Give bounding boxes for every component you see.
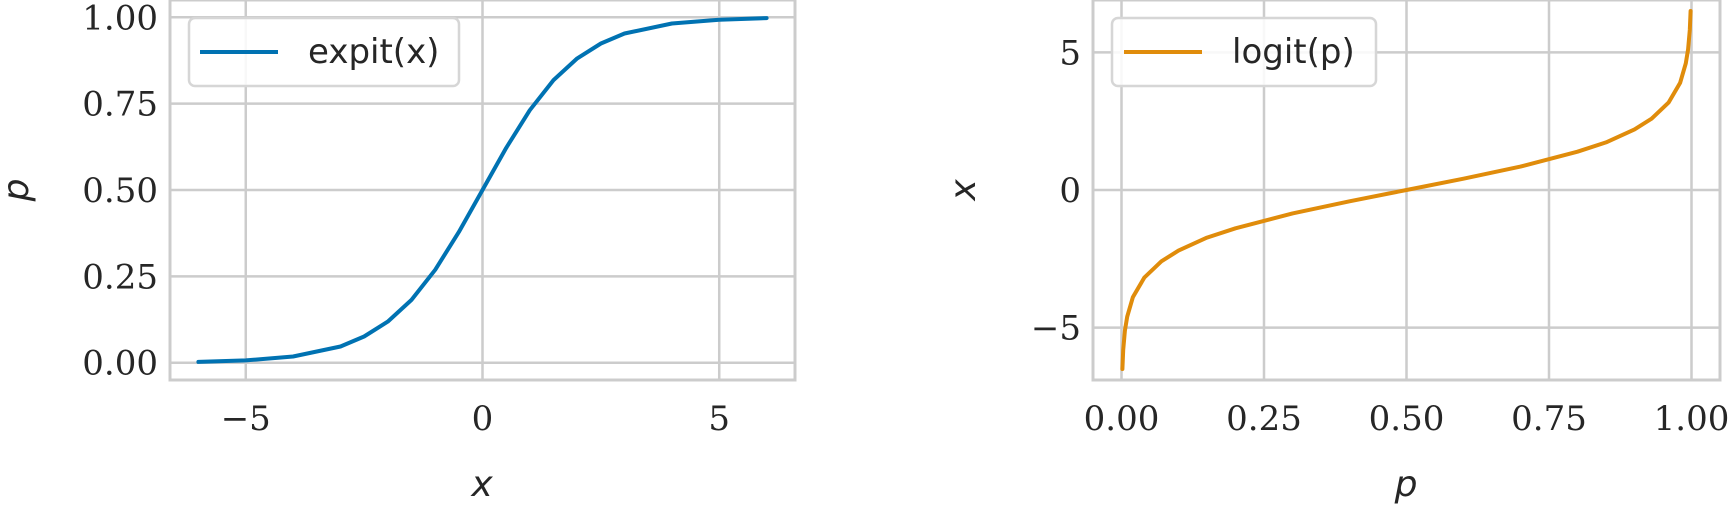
plot-logit: 0.00 0.25 0.50 0.75 1.00 −5 0 5 p x logit(p) — [943, 0, 1729, 505]
y-tick-label: 0.25 — [82, 257, 158, 297]
data-point — [1576, 151, 1579, 153]
x-tick-label: 0 — [472, 399, 494, 439]
data-point — [481, 189, 484, 191]
data-point — [1462, 178, 1465, 180]
data-point — [1687, 48, 1689, 50]
data-point — [1689, 29, 1691, 31]
data-point — [505, 147, 507, 149]
y-tick-label: 0 — [1059, 171, 1081, 211]
y-tick-label: 0.00 — [82, 344, 158, 384]
data-point — [1206, 237, 1208, 239]
series-layer — [1120, 9, 1693, 371]
plot-frame — [1091, 0, 1722, 382]
data-point — [1690, 10, 1692, 12]
series-layer — [196, 16, 769, 364]
plot-frame — [168, 0, 797, 382]
y-tick-label: 5 — [1059, 33, 1081, 73]
plot-expit: −5 0 5 0.00 0.25 0.50 0.75 1.00 x p expit(x) — [0, 0, 797, 505]
data-point — [1132, 296, 1134, 298]
data-point — [363, 335, 365, 338]
x-tick-label: 0.25 — [1226, 399, 1302, 439]
y-tick-label: 1.00 — [82, 0, 158, 38]
data-point — [458, 231, 460, 233]
data-point — [197, 361, 199, 363]
x-tick-label: 1.00 — [1654, 399, 1730, 439]
data-point — [718, 19, 720, 21]
data-point — [387, 321, 389, 323]
legend-label-logit: logit(p) — [1232, 32, 1355, 72]
legend-box — [1110, 16, 1378, 88]
data-point — [339, 345, 342, 348]
data-point — [552, 79, 555, 81]
data-point — [600, 42, 602, 45]
data-point — [1679, 82, 1681, 84]
x-tick-label: −5 — [221, 399, 271, 439]
y-axis-label: x — [943, 179, 984, 202]
data-point — [410, 299, 413, 301]
y-tick-label: 0.50 — [82, 171, 158, 211]
data-point — [1126, 316, 1128, 318]
x-tick-label: 0.50 — [1369, 399, 1445, 439]
data-point — [1405, 189, 1408, 191]
x-tick-labels: 0.00 0.25 0.50 0.75 1.00 — [1084, 399, 1730, 439]
x-axis-label: x — [470, 464, 493, 505]
data-point — [1668, 101, 1670, 103]
data-point — [1177, 250, 1180, 252]
y-tick-labels: 0.00 0.25 0.50 0.75 1.00 — [82, 0, 158, 384]
y-tick-labels: −5 0 5 — [1031, 33, 1081, 348]
data-point — [1234, 227, 1237, 229]
data-point — [671, 22, 673, 25]
data-point — [1685, 62, 1687, 64]
legend: expit(x) — [187, 16, 461, 88]
x-tick-label: 0.00 — [1084, 399, 1160, 439]
data-point — [576, 57, 578, 60]
data-point — [1291, 212, 1294, 214]
x-tick-label: 5 — [708, 399, 730, 439]
data-point — [1348, 200, 1351, 202]
y-tick-label: −5 — [1031, 309, 1081, 349]
y-axis-label: p — [0, 179, 37, 203]
data-point — [1633, 128, 1636, 130]
y-tick-label: 0.75 — [82, 85, 158, 125]
data-point — [245, 359, 247, 361]
data-point — [1122, 349, 1124, 351]
legend-label-expit: expit(x) — [308, 32, 439, 72]
data-point — [434, 269, 436, 271]
data-point — [1143, 277, 1145, 279]
data-point — [1605, 141, 1607, 143]
data-point — [529, 109, 531, 111]
legend: logit(p) — [1110, 16, 1378, 88]
data-point — [623, 32, 626, 35]
data-point — [1519, 166, 1522, 168]
data-point — [766, 17, 768, 19]
data-point — [1160, 260, 1162, 262]
x-tick-label: 0.75 — [1511, 399, 1587, 439]
data-point — [292, 355, 294, 358]
x-axis-label: p — [1394, 464, 1418, 505]
data-point — [1121, 368, 1123, 370]
x-tick-labels: −5 0 5 — [221, 399, 730, 439]
data-point — [1651, 118, 1653, 120]
legend-box — [187, 16, 461, 88]
data-point — [1124, 330, 1126, 332]
